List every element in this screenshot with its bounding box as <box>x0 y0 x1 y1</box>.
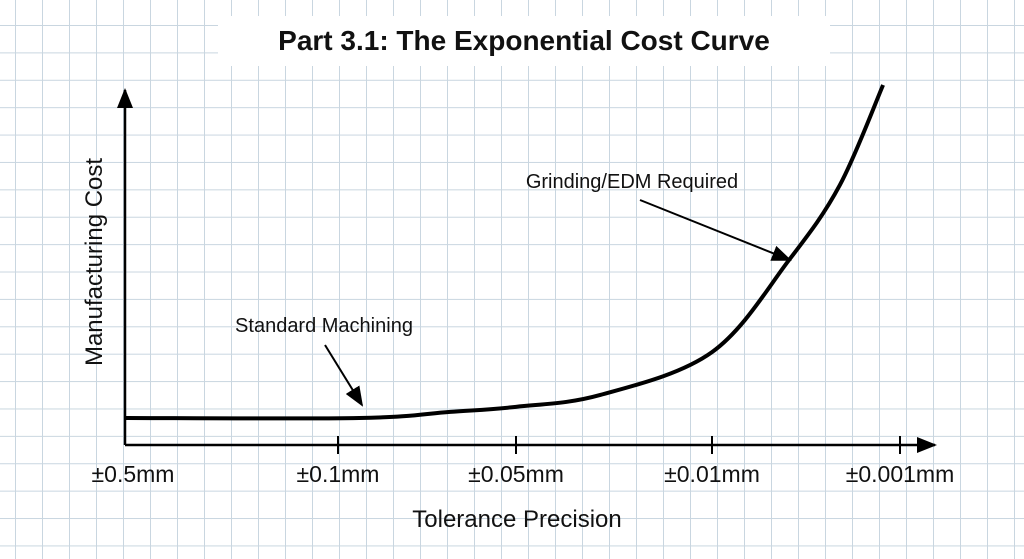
x-tick-label: ±0.5mm <box>92 461 175 487</box>
x-tick-label: ±0.05mm <box>468 461 564 487</box>
annotation-grinding-edm: Grinding/EDM Required <box>526 171 738 193</box>
x-axis-label: Tolerance Precision <box>412 506 621 533</box>
x-tick-label: ±0.1mm <box>297 461 380 487</box>
chart-title: Part 3.1: The Exponential Cost Curve <box>218 16 830 66</box>
x-tick-label: ±0.001mm <box>846 461 955 487</box>
x-tick-label: ±0.01mm <box>664 461 760 487</box>
annotation-arrow-grinding-edm <box>639 199 792 261</box>
y-axis-label: Manufacturing Cost <box>81 158 108 366</box>
annotation-standard-machining: Standard Machining <box>235 315 413 337</box>
annotation-arrow-standard-machining <box>324 344 364 407</box>
cost-curve <box>124 84 885 421</box>
